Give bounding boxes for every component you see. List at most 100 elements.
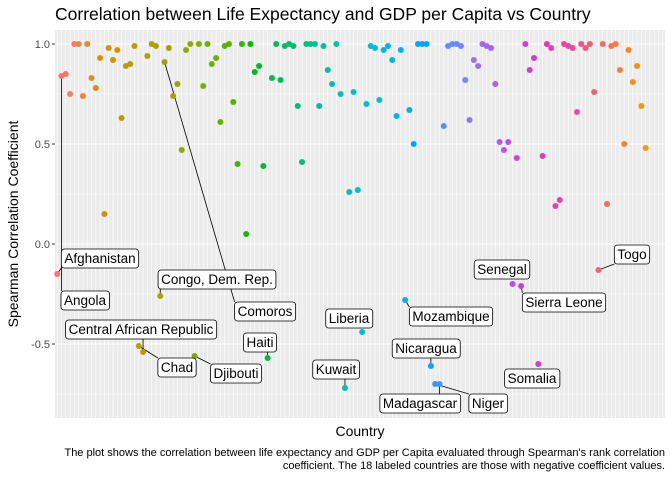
plot-panel [55,30,665,418]
data-point [423,41,430,47]
data-point [543,41,550,47]
y-tick-label: -0.5 [31,339,50,351]
data-point [449,41,456,47]
point-label-text: Togo [617,247,646,262]
data-point [268,75,275,81]
point-label-box [234,301,297,322]
data-point [612,41,619,47]
point-label-text: Central African Republic [69,322,214,337]
data-point [591,89,598,95]
data-point [526,67,533,73]
point-label-box [521,292,607,313]
data-point [260,163,267,169]
point-label-box [379,393,462,414]
data-point-central-african-republic [140,349,147,355]
data-point [256,63,263,69]
point-label: Sierra Leone [521,292,607,313]
data-point [505,139,512,145]
data-point [462,77,469,83]
data-point-somalia [535,361,542,367]
data-point [384,43,391,49]
data-point [213,55,220,61]
data-point [316,103,323,109]
data-point [204,41,211,47]
data-point [346,189,353,195]
data-point [273,41,280,47]
data-point [303,41,310,47]
data-point [569,45,576,51]
data-point [208,61,215,67]
data-point [174,81,181,87]
data-point [225,41,232,47]
data-point-kuwait [341,385,348,391]
leader-line [138,345,159,359]
data-point [621,141,628,147]
data-point-niger [432,381,439,387]
point-label-box [468,393,509,414]
x-gridlines [56,30,664,418]
data-point [513,155,520,161]
point-label: Chad [157,357,197,378]
data-point [144,53,151,59]
data-point [552,203,559,209]
point-label-box [210,363,262,384]
data-point [251,69,258,75]
data-point [187,41,194,47]
data-point [539,153,546,159]
data-point [466,117,473,123]
data-point [329,81,336,87]
point-label-box [157,357,197,378]
data-point [380,47,387,53]
data-point [277,77,284,83]
data-point [324,67,331,73]
data-point [548,45,555,51]
point-label-box [391,338,461,359]
point-labels: Afghanistan Angola Central African Republi… [60,244,651,414]
point-label: Liberia [325,308,374,329]
data-point [414,41,421,47]
data-point [183,47,190,53]
x-axis-title: Country [335,423,384,439]
data-point-afghanistan [54,271,61,277]
point-label: Somalia [504,368,561,389]
data-point [109,57,116,63]
chart-title: Correlation between Life Expectancy and … [55,4,591,24]
point-label-box [60,248,140,269]
data-point [178,147,185,153]
point-label-box [325,308,374,329]
data-point [84,41,91,47]
point-label-box [65,319,218,340]
point-label: Djibouti [210,363,262,384]
data-point [230,99,237,105]
point-label: Haiti [243,332,277,353]
point-label-text: Liberia [329,311,370,326]
point-label-text: Nicaragua [395,341,457,356]
point-label-text: Somalia [508,371,557,386]
data-point [457,43,464,49]
data-point [500,147,507,153]
data-point [165,45,172,51]
point-label: Mozambique [408,306,494,327]
point-label: Togo [613,244,651,265]
point-label-text: Haiti [246,335,273,350]
data-point [389,57,396,63]
point-label-text: Madagascar [383,396,458,411]
data-points [54,41,649,391]
data-point [200,83,207,89]
point-label: Angola [60,290,110,311]
data-point [586,41,593,47]
data-point-djibouti [191,353,198,359]
data-point [634,63,641,69]
data-point [290,43,297,49]
data-point [625,47,632,53]
data-point [363,101,370,107]
point-label-box [473,259,531,280]
point-label: Madagascar [379,393,462,414]
y-tick-label: 0.0 [35,239,50,251]
data-point [604,201,611,207]
data-point [530,55,537,61]
data-point [127,61,134,67]
point-label: Comoros [234,301,297,322]
data-point-congo-dem-rep- [157,293,164,299]
point-label: Congo, Dem. Rep. [157,269,277,290]
